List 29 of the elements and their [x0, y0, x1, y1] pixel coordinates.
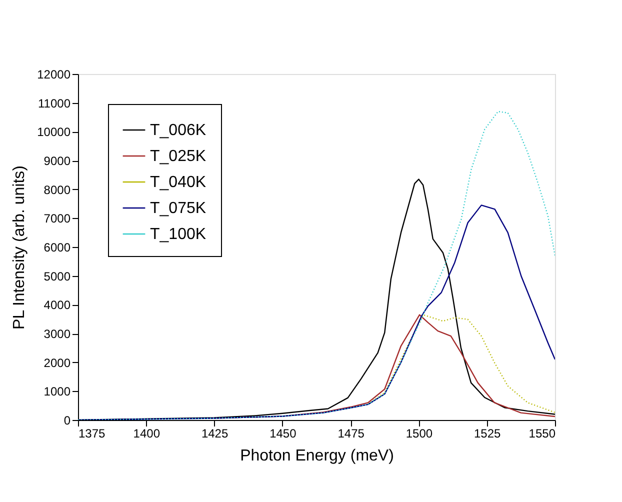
x-tick-label: 1375 [78, 426, 106, 440]
x-tick-label: 1525 [474, 426, 502, 440]
x-tick-label: 1475 [338, 426, 365, 440]
legend-label: T_025K [150, 148, 206, 165]
y-tick-label: 6000 [44, 240, 71, 254]
y-tick-label: 4000 [44, 298, 71, 312]
legend-label: T_006K [150, 122, 206, 139]
y-tick-label: 7000 [44, 212, 71, 226]
y-tick-label: 3000 [44, 327, 71, 341]
y-tick-label: 8000 [44, 182, 71, 197]
x-tick-label: 1550 [528, 426, 556, 440]
x-tick-label: 1400 [133, 426, 160, 440]
y-axis-title: PL Intensity (arb. units) [11, 166, 28, 330]
x-tick-label: 1450 [270, 426, 297, 440]
y-tick-label: 1000 [44, 384, 71, 399]
y-tick-label: 2000 [44, 356, 71, 370]
legend-label: T_100K [150, 226, 206, 243]
x-tick-label: 1425 [201, 426, 228, 440]
line-series [367, 314, 555, 414]
y-tick-label: 10000 [37, 125, 71, 140]
y-tick-label: 5000 [44, 269, 71, 284]
y-tick-label: 12000 [37, 68, 71, 82]
legend-label: T_075K [150, 200, 206, 217]
legend-label: T_040K [150, 174, 206, 191]
y-tick-label: 0 [64, 414, 71, 428]
y-tick-label: 9000 [44, 154, 71, 168]
x-tick-label: 1500 [406, 426, 433, 440]
x-axis-title: Photon Energy (meV) [240, 448, 394, 464]
y-tick-label: 11000 [38, 96, 71, 110]
